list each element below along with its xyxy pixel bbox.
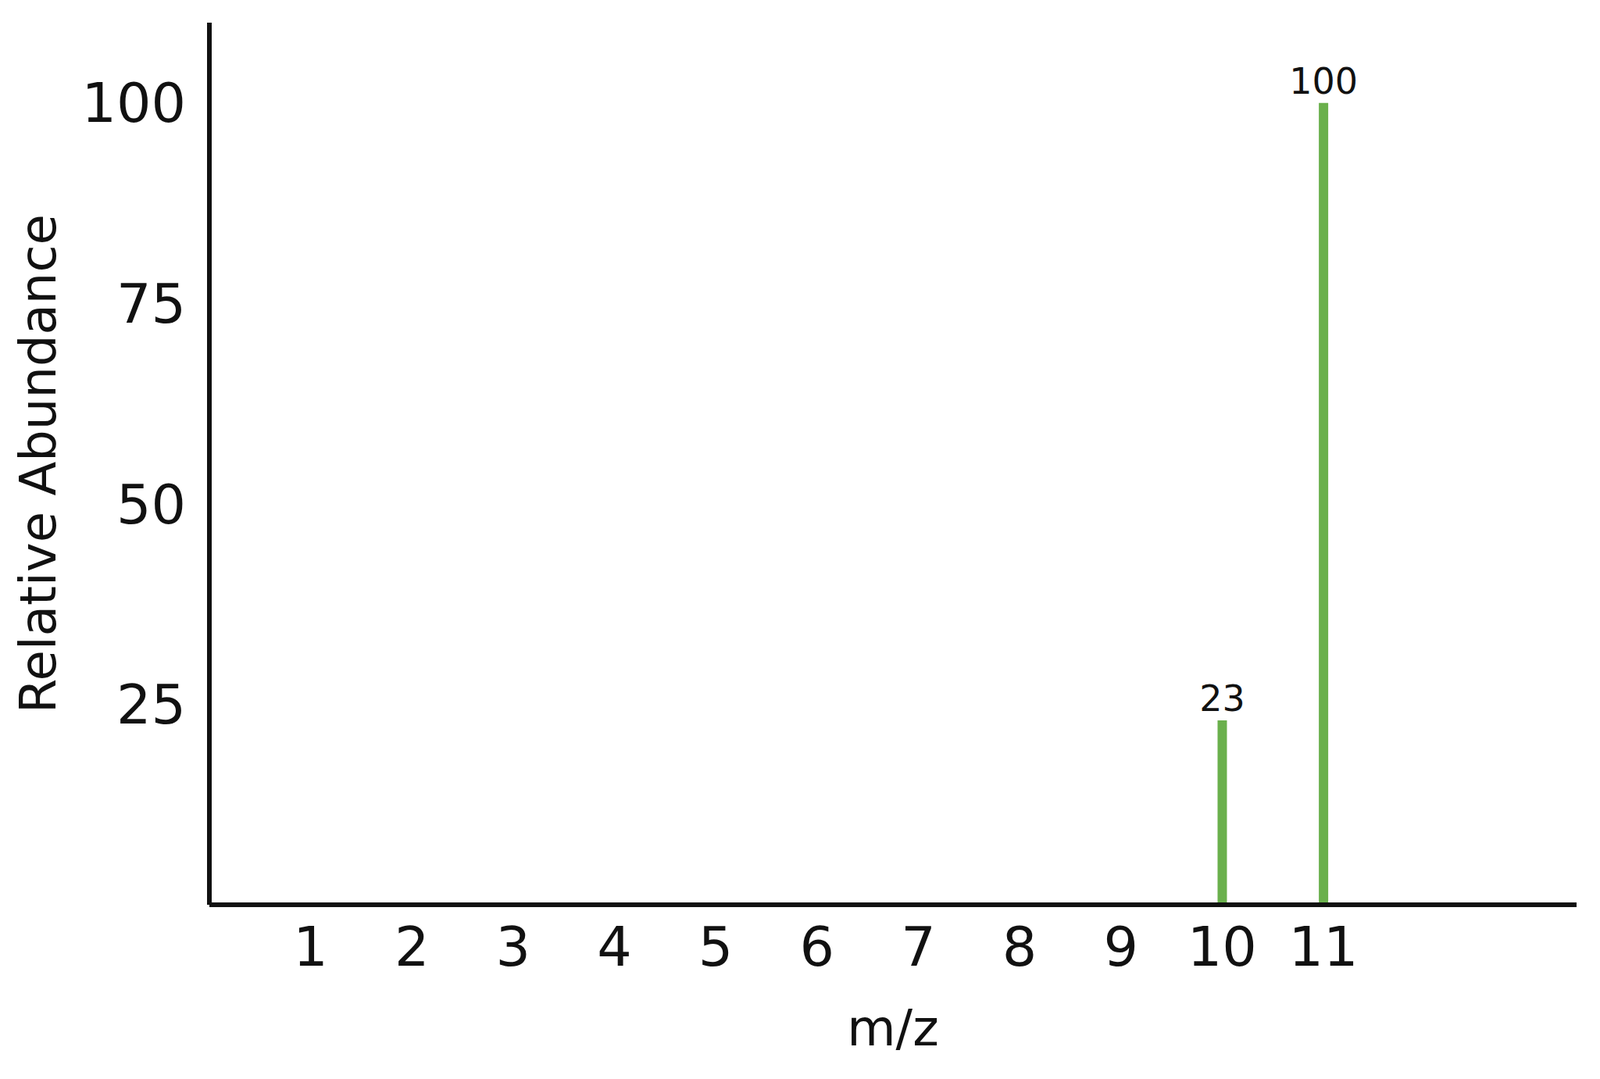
svg-text:2: 2 [394,914,430,979]
svg-text:100: 100 [1289,60,1358,103]
svg-text:8: 8 [1002,914,1038,979]
svg-text:1: 1 [292,914,329,979]
svg-text:5: 5 [698,914,734,979]
svg-text:m/z: m/z [846,999,940,1058]
svg-text:7: 7 [900,914,936,979]
svg-text:6: 6 [800,914,836,979]
svg-text:75: 75 [116,271,186,336]
svg-text:50: 50 [116,472,186,537]
svg-text:100: 100 [81,71,186,136]
svg-text:10: 10 [1187,914,1258,979]
svg-text:9: 9 [1103,914,1139,979]
svg-text:3: 3 [496,914,532,979]
svg-text:4: 4 [596,914,633,979]
svg-text:Relative Abundance: Relative Abundance [9,214,68,714]
svg-text:25: 25 [116,672,186,737]
svg-text:11: 11 [1288,914,1358,979]
svg-text:23: 23 [1199,677,1246,720]
